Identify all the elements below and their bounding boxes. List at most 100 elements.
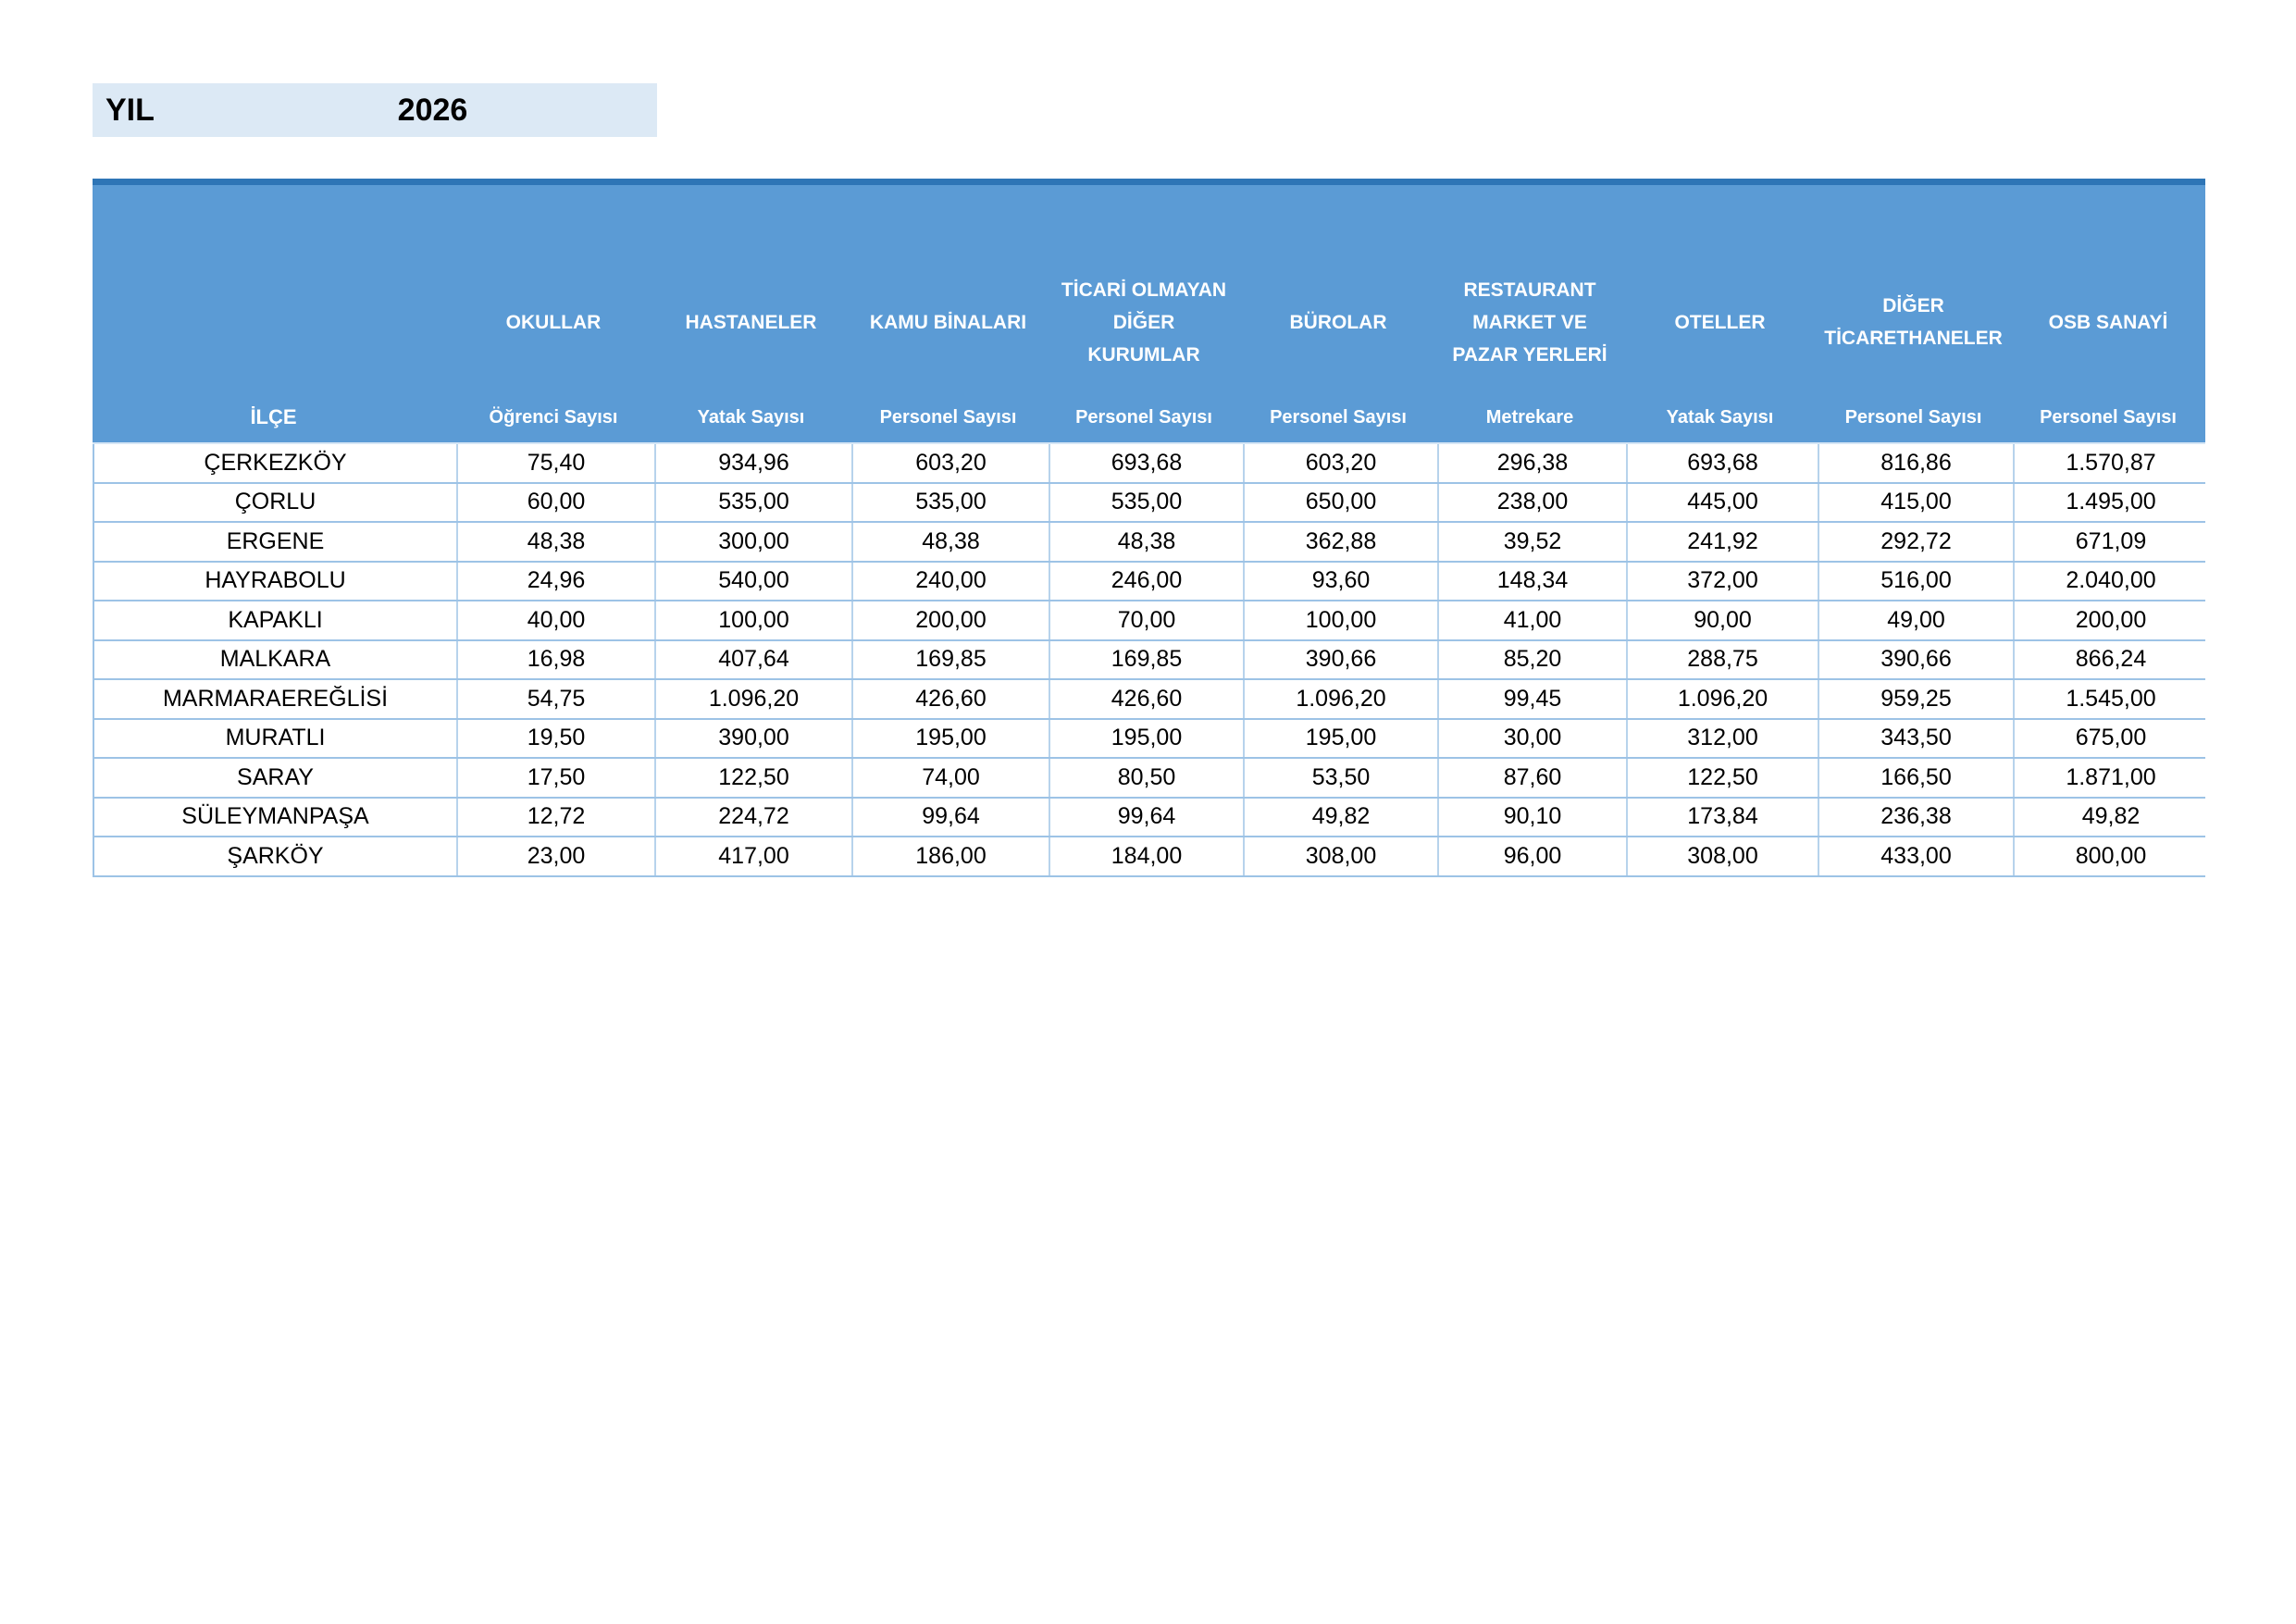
value-cell[interactable]: 934,96 (654, 444, 851, 482)
value-cell[interactable]: 122,50 (1626, 759, 1818, 797)
header-group-cell[interactable]: RESTAURANT MARKET VE PAZAR YERLERİ (1452, 279, 1607, 366)
value-cell[interactable]: 671,09 (2013, 523, 2207, 561)
value-cell[interactable]: 75,40 (456, 444, 654, 482)
year-value[interactable]: 2026 (397, 92, 468, 128)
value-cell[interactable]: 866,24 (2013, 640, 2207, 678)
value-cell[interactable]: 70,00 (1049, 601, 1243, 639)
value-cell[interactable]: 390,66 (1243, 640, 1437, 678)
district-cell[interactable]: SARAY (94, 759, 456, 797)
header-sub-cell[interactable]: Personel Sayısı (879, 406, 1017, 428)
value-cell[interactable]: 241,92 (1626, 523, 1818, 561)
value-cell[interactable]: 1.545,00 (2013, 680, 2207, 718)
district-cell[interactable]: HAYRABOLU (94, 562, 456, 600)
value-cell[interactable]: 693,68 (1049, 444, 1243, 482)
header-group-cell[interactable]: DİĞER TİCARETHANELER (1824, 295, 2003, 349)
value-cell[interactable]: 240,00 (851, 562, 1049, 600)
value-cell[interactable]: 372,00 (1626, 562, 1818, 600)
header-sub-cell[interactable]: Yatak Sayısı (1666, 406, 1774, 428)
value-cell[interactable]: 166,50 (1818, 759, 2013, 797)
value-cell[interactable]: 2.040,00 (2013, 562, 2207, 600)
value-cell[interactable]: 148,34 (1437, 562, 1626, 600)
year-label[interactable]: YIL (105, 92, 155, 128)
value-cell[interactable]: 693,68 (1626, 444, 1818, 482)
value-cell[interactable]: 87,60 (1437, 759, 1626, 797)
value-cell[interactable]: 292,72 (1818, 523, 2013, 561)
value-cell[interactable]: 236,38 (1818, 798, 2013, 836)
value-cell[interactable]: 407,64 (654, 640, 851, 678)
value-cell[interactable]: 308,00 (1626, 837, 1818, 875)
value-cell[interactable]: 426,60 (851, 680, 1049, 718)
value-cell[interactable]: 100,00 (654, 601, 851, 639)
value-cell[interactable]: 288,75 (1626, 640, 1818, 678)
value-cell[interactable]: 23,00 (456, 837, 654, 875)
value-cell[interactable]: 516,00 (1818, 562, 2013, 600)
header-sub-cell[interactable]: Yatak Sayısı (697, 406, 805, 428)
value-cell[interactable]: 99,45 (1437, 680, 1626, 718)
district-cell[interactable]: ERGENE (94, 523, 456, 561)
value-cell[interactable]: 186,00 (851, 837, 1049, 875)
value-cell[interactable]: 415,00 (1818, 483, 2013, 521)
value-cell[interactable]: 535,00 (1049, 483, 1243, 521)
value-cell[interactable]: 603,20 (1243, 444, 1437, 482)
value-cell[interactable]: 246,00 (1049, 562, 1243, 600)
value-cell[interactable]: 816,86 (1818, 444, 2013, 482)
header-group-cell[interactable]: HASTANELER (685, 311, 817, 333)
value-cell[interactable]: 540,00 (654, 562, 851, 600)
value-cell[interactable]: 169,85 (1049, 640, 1243, 678)
ilce-header-cell[interactable]: İLÇE (250, 405, 297, 428)
value-cell[interactable]: 195,00 (1243, 719, 1437, 757)
value-cell[interactable]: 41,00 (1437, 601, 1626, 639)
value-cell[interactable]: 40,00 (456, 601, 654, 639)
value-cell[interactable]: 296,38 (1437, 444, 1626, 482)
value-cell[interactable]: 1.096,20 (1243, 680, 1437, 718)
value-cell[interactable]: 445,00 (1626, 483, 1818, 521)
value-cell[interactable]: 99,64 (1049, 798, 1243, 836)
header-group-cell[interactable]: TİCARİ OLMAYAN DİĞER KURUMLAR (1061, 279, 1227, 366)
header-sub-cell[interactable]: Personel Sayısı (1270, 406, 1407, 428)
value-cell[interactable]: 238,00 (1437, 483, 1626, 521)
header-group-cell[interactable]: OKULLAR (505, 311, 602, 333)
district-cell[interactable]: KAPAKLI (94, 601, 456, 639)
district-cell[interactable]: MARMARAEREĞLİSİ (94, 680, 456, 718)
value-cell[interactable]: 60,00 (456, 483, 654, 521)
value-cell[interactable]: 535,00 (654, 483, 851, 521)
value-cell[interactable]: 24,96 (456, 562, 654, 600)
value-cell[interactable]: 30,00 (1437, 719, 1626, 757)
value-cell[interactable]: 417,00 (654, 837, 851, 875)
header-group-cell[interactable]: OTELLER (1674, 311, 1766, 333)
value-cell[interactable]: 312,00 (1626, 719, 1818, 757)
value-cell[interactable]: 54,75 (456, 680, 654, 718)
value-cell[interactable]: 343,50 (1818, 719, 2013, 757)
value-cell[interactable]: 49,00 (1818, 601, 2013, 639)
value-cell[interactable]: 100,00 (1243, 601, 1437, 639)
value-cell[interactable]: 48,38 (456, 523, 654, 561)
value-cell[interactable]: 48,38 (851, 523, 1049, 561)
value-cell[interactable]: 650,00 (1243, 483, 1437, 521)
value-cell[interactable]: 1.096,20 (1626, 680, 1818, 718)
value-cell[interactable]: 184,00 (1049, 837, 1243, 875)
district-cell[interactable]: SÜLEYMANPAŞA (94, 798, 456, 836)
value-cell[interactable]: 535,00 (851, 483, 1049, 521)
value-cell[interactable]: 195,00 (1049, 719, 1243, 757)
value-cell[interactable]: 39,52 (1437, 523, 1626, 561)
value-cell[interactable]: 1.495,00 (2013, 483, 2207, 521)
header-group-cell[interactable]: KAMU BİNALARI (869, 311, 1027, 333)
value-cell[interactable]: 90,10 (1437, 798, 1626, 836)
value-cell[interactable]: 200,00 (2013, 601, 2207, 639)
value-cell[interactable]: 195,00 (851, 719, 1049, 757)
district-cell[interactable]: MURATLI (94, 719, 456, 757)
value-cell[interactable]: 390,00 (654, 719, 851, 757)
value-cell[interactable]: 224,72 (654, 798, 851, 836)
value-cell[interactable]: 300,00 (654, 523, 851, 561)
header-sub-cell[interactable]: Personel Sayısı (1075, 406, 1212, 428)
district-cell[interactable]: ŞARKÖY (94, 837, 456, 875)
value-cell[interactable]: 959,25 (1818, 680, 2013, 718)
header-sub-cell[interactable]: Öğrenci Sayısı (489, 406, 618, 428)
value-cell[interactable]: 16,98 (456, 640, 654, 678)
value-cell[interactable]: 433,00 (1818, 837, 2013, 875)
value-cell[interactable]: 1.096,20 (654, 680, 851, 718)
value-cell[interactable]: 173,84 (1626, 798, 1818, 836)
value-cell[interactable]: 96,00 (1437, 837, 1626, 875)
value-cell[interactable]: 49,82 (2013, 798, 2207, 836)
value-cell[interactable]: 12,72 (456, 798, 654, 836)
